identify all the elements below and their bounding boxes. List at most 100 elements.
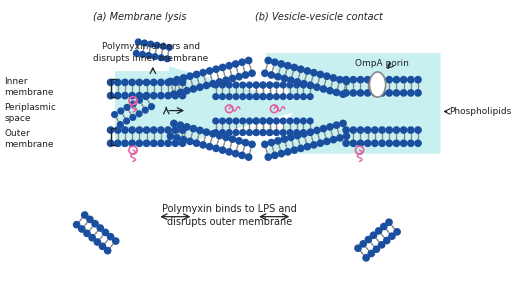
Circle shape bbox=[304, 68, 310, 74]
Text: Inner
membrane: Inner membrane bbox=[5, 77, 54, 97]
Circle shape bbox=[393, 77, 399, 83]
Circle shape bbox=[253, 130, 259, 136]
Circle shape bbox=[327, 88, 333, 94]
Circle shape bbox=[386, 219, 392, 225]
Circle shape bbox=[165, 79, 171, 86]
Circle shape bbox=[372, 140, 378, 146]
Circle shape bbox=[297, 145, 304, 152]
Circle shape bbox=[253, 94, 259, 100]
Circle shape bbox=[365, 127, 371, 133]
Circle shape bbox=[372, 77, 378, 83]
Circle shape bbox=[122, 79, 128, 86]
Circle shape bbox=[267, 94, 272, 100]
Circle shape bbox=[130, 114, 136, 120]
Circle shape bbox=[301, 82, 306, 88]
Circle shape bbox=[151, 79, 157, 86]
Circle shape bbox=[167, 78, 174, 85]
Circle shape bbox=[247, 82, 252, 88]
Circle shape bbox=[372, 127, 378, 133]
Circle shape bbox=[343, 140, 349, 146]
Circle shape bbox=[84, 230, 90, 237]
Circle shape bbox=[167, 133, 174, 139]
Text: Periplasmic
space: Periplasmic space bbox=[5, 103, 56, 123]
Circle shape bbox=[386, 127, 392, 133]
Circle shape bbox=[143, 140, 150, 146]
Circle shape bbox=[245, 154, 252, 160]
Circle shape bbox=[102, 229, 109, 235]
Circle shape bbox=[273, 82, 280, 88]
Circle shape bbox=[148, 41, 154, 47]
Circle shape bbox=[333, 89, 339, 96]
Circle shape bbox=[187, 73, 193, 79]
Circle shape bbox=[337, 135, 343, 141]
Circle shape bbox=[343, 78, 350, 85]
Circle shape bbox=[92, 221, 98, 227]
Circle shape bbox=[233, 94, 239, 100]
Circle shape bbox=[281, 136, 288, 142]
Circle shape bbox=[340, 91, 346, 97]
Circle shape bbox=[273, 94, 280, 100]
Circle shape bbox=[177, 89, 183, 96]
Circle shape bbox=[206, 144, 212, 150]
Circle shape bbox=[247, 118, 252, 124]
Circle shape bbox=[165, 127, 171, 133]
Circle shape bbox=[280, 118, 286, 124]
Circle shape bbox=[213, 82, 219, 88]
Circle shape bbox=[179, 79, 186, 86]
Circle shape bbox=[226, 63, 232, 69]
Circle shape bbox=[400, 140, 407, 146]
Circle shape bbox=[117, 122, 123, 128]
Circle shape bbox=[194, 71, 200, 77]
Circle shape bbox=[112, 112, 117, 117]
Circle shape bbox=[164, 56, 170, 62]
Circle shape bbox=[151, 127, 157, 133]
Circle shape bbox=[143, 92, 150, 99]
Circle shape bbox=[210, 80, 216, 87]
Circle shape bbox=[311, 142, 317, 148]
Circle shape bbox=[386, 90, 392, 96]
Circle shape bbox=[294, 133, 301, 139]
Circle shape bbox=[275, 74, 281, 80]
Circle shape bbox=[265, 57, 271, 64]
Circle shape bbox=[210, 131, 216, 137]
Circle shape bbox=[253, 118, 259, 124]
Circle shape bbox=[229, 75, 236, 82]
Circle shape bbox=[343, 90, 349, 96]
Circle shape bbox=[158, 140, 164, 146]
Circle shape bbox=[87, 216, 93, 223]
Circle shape bbox=[294, 130, 300, 136]
Circle shape bbox=[115, 79, 121, 86]
Circle shape bbox=[245, 57, 252, 64]
Circle shape bbox=[294, 79, 301, 85]
Circle shape bbox=[360, 241, 367, 247]
Circle shape bbox=[129, 92, 135, 99]
Circle shape bbox=[268, 72, 274, 78]
Circle shape bbox=[180, 136, 187, 143]
Circle shape bbox=[343, 127, 349, 133]
Circle shape bbox=[379, 127, 385, 133]
Circle shape bbox=[240, 94, 246, 100]
Circle shape bbox=[146, 53, 152, 58]
Circle shape bbox=[415, 77, 421, 83]
Circle shape bbox=[131, 101, 136, 107]
Circle shape bbox=[408, 140, 414, 146]
Circle shape bbox=[165, 92, 171, 99]
Circle shape bbox=[350, 90, 356, 96]
Circle shape bbox=[400, 127, 407, 133]
Circle shape bbox=[327, 124, 333, 130]
Circle shape bbox=[129, 140, 135, 146]
Circle shape bbox=[330, 75, 336, 81]
Circle shape bbox=[288, 134, 294, 141]
Circle shape bbox=[301, 130, 306, 136]
Circle shape bbox=[408, 127, 414, 133]
Circle shape bbox=[81, 212, 88, 218]
Circle shape bbox=[260, 130, 266, 136]
Circle shape bbox=[265, 154, 271, 160]
Circle shape bbox=[400, 90, 407, 96]
Circle shape bbox=[220, 94, 225, 100]
Circle shape bbox=[321, 86, 327, 92]
Circle shape bbox=[233, 130, 239, 136]
Circle shape bbox=[280, 130, 286, 136]
Circle shape bbox=[267, 94, 272, 100]
Circle shape bbox=[294, 118, 300, 124]
